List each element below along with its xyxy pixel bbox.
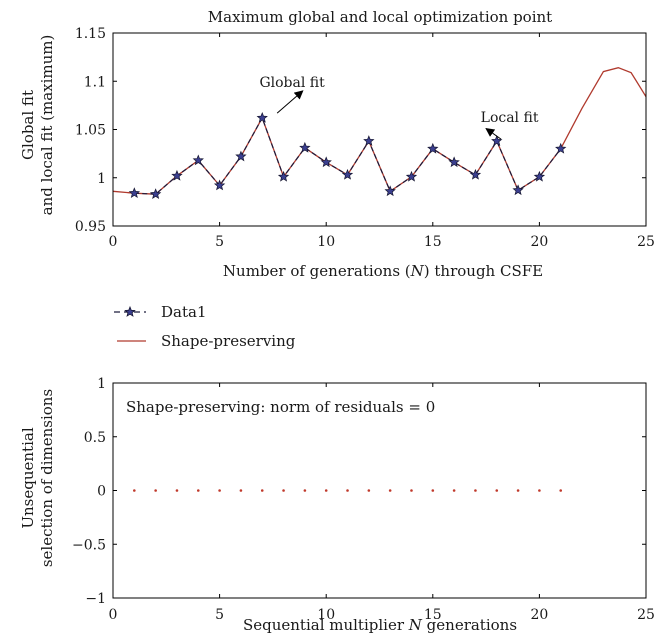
data1-point bbox=[213, 179, 226, 191]
top-plot-area bbox=[112, 67, 647, 199]
residual-point bbox=[516, 489, 520, 492]
legend-label-data1: Data1 bbox=[161, 303, 206, 321]
bottom-annotation-residuals: Shape-preserving: norm of residuals = 0 bbox=[126, 398, 435, 416]
bottom-chart: Unsequential selection of dimensions Seq… bbox=[19, 376, 655, 634]
data1-point bbox=[320, 156, 332, 168]
data1-point bbox=[341, 168, 354, 180]
top-x-tick-label: 0 bbox=[109, 234, 118, 250]
top-y-tick-label: 1 bbox=[97, 171, 106, 187]
residual-point bbox=[133, 489, 136, 492]
data1-point bbox=[427, 142, 439, 154]
residual-point bbox=[388, 489, 392, 492]
bottom-y-tick-label: 0.5 bbox=[84, 430, 106, 446]
residual-point bbox=[196, 489, 200, 492]
bottom-y-tick-label: 0 bbox=[97, 484, 106, 500]
residual-point bbox=[452, 489, 456, 492]
annotation-global-fit-arrow bbox=[276, 90, 304, 114]
bottom-y-axis-label-line2: selection of dimensions bbox=[38, 389, 56, 567]
top-axes-box bbox=[112, 32, 647, 227]
bottom-y-tick-label: −1 bbox=[85, 591, 106, 607]
legend: Data1 Shape-preserving bbox=[114, 303, 296, 350]
residual-point bbox=[495, 489, 499, 492]
residual-point bbox=[260, 489, 264, 492]
data1-point bbox=[512, 184, 524, 196]
top-y-axis-label-line1: Global fit bbox=[19, 90, 37, 160]
top-x-tick-label: 5 bbox=[215, 234, 224, 250]
legend-entry-shape-preserving: Shape-preserving bbox=[117, 332, 296, 350]
legend-entry-data1: Data1 bbox=[114, 303, 206, 321]
data1-point bbox=[256, 111, 268, 123]
residual-point bbox=[538, 489, 541, 492]
top-x-tick-label: 15 bbox=[424, 234, 442, 250]
residual-point bbox=[239, 489, 243, 492]
top-annotations: Global fit Local fit bbox=[259, 75, 539, 140]
annotation-global-fit: Global fit bbox=[259, 75, 325, 91]
bottom-x-tick-label: 0 bbox=[109, 607, 118, 623]
data1-point bbox=[491, 135, 503, 146]
data1-point bbox=[235, 150, 247, 162]
bottom-x-tick-label: 5 bbox=[215, 607, 224, 623]
data1-point bbox=[555, 142, 567, 154]
data1-point bbox=[384, 185, 396, 197]
data1-point bbox=[128, 187, 140, 199]
annotation-local-fit-arrow bbox=[485, 127, 502, 140]
series-line-shape-preserving bbox=[112, 67, 647, 195]
annotation-local-fit: Local fit bbox=[481, 110, 539, 126]
top-x-axis-label: Number of generations (N) through CSFE bbox=[223, 262, 543, 280]
data1-point bbox=[277, 170, 290, 182]
bottom-x-tick-label: 10 bbox=[317, 607, 335, 623]
top-y-tick-label: 1.15 bbox=[75, 26, 106, 42]
residual-point bbox=[324, 489, 328, 492]
top-axis-ticks: 0 5 10 15 20 25 0.95 1 1.05 1.1 1.15 bbox=[75, 26, 655, 250]
residual-point bbox=[431, 489, 435, 492]
residual-point bbox=[410, 489, 413, 492]
bottom-y-tick-label: 1 bbox=[97, 376, 106, 392]
data1-point bbox=[405, 170, 418, 182]
residual-point bbox=[559, 489, 563, 492]
residual-point bbox=[154, 489, 157, 492]
residual-point bbox=[218, 489, 221, 492]
residual-point bbox=[474, 489, 477, 492]
bottom-axes-box bbox=[112, 382, 647, 599]
data1-point bbox=[469, 168, 482, 180]
data1-point bbox=[149, 188, 162, 199]
bottom-x-tick-label: 20 bbox=[530, 607, 548, 623]
bottom-y-tick-label: −0.5 bbox=[72, 537, 106, 553]
bottom-y-axis-label-line1: Unsequential bbox=[19, 427, 37, 528]
top-chart-title: Maximum global and local optimization po… bbox=[208, 8, 552, 26]
residual-point bbox=[303, 489, 307, 492]
bottom-x-tick-label: 25 bbox=[637, 607, 655, 623]
residual-point bbox=[346, 489, 349, 492]
bottom-axis-ticks: 0 5 10 15 20 25 1 0.5 0 −0.5 −1 bbox=[72, 376, 655, 623]
data1-point bbox=[192, 154, 204, 166]
legend-star-icon bbox=[124, 305, 136, 317]
bottom-x-axis-label: Sequential multiplier N generations bbox=[243, 616, 517, 634]
legend-label-shape-preserving: Shape-preserving bbox=[161, 332, 296, 350]
top-y-tick-label: 0.95 bbox=[75, 219, 106, 235]
residual-point bbox=[367, 489, 371, 492]
top-x-tick-label: 20 bbox=[530, 234, 548, 250]
top-y-tick-label: 1.05 bbox=[75, 123, 106, 139]
top-y-axis-label-line2: and local fit (maximum) bbox=[38, 35, 56, 216]
data1-point bbox=[171, 169, 183, 181]
top-chart: Maximum global and local optimization po… bbox=[19, 8, 655, 280]
top-x-tick-label: 25 bbox=[637, 234, 655, 250]
data1-point bbox=[363, 135, 375, 146]
data1-point bbox=[299, 141, 311, 153]
data1-point bbox=[533, 170, 546, 182]
residual-point bbox=[175, 489, 179, 492]
data1-point bbox=[448, 156, 460, 168]
bottom-x-tick-label: 15 bbox=[424, 607, 442, 623]
top-y-tick-label: 1.1 bbox=[84, 74, 106, 90]
bottom-plot-area bbox=[133, 489, 563, 492]
top-x-tick-label: 10 bbox=[317, 234, 335, 250]
residual-point bbox=[282, 489, 285, 492]
